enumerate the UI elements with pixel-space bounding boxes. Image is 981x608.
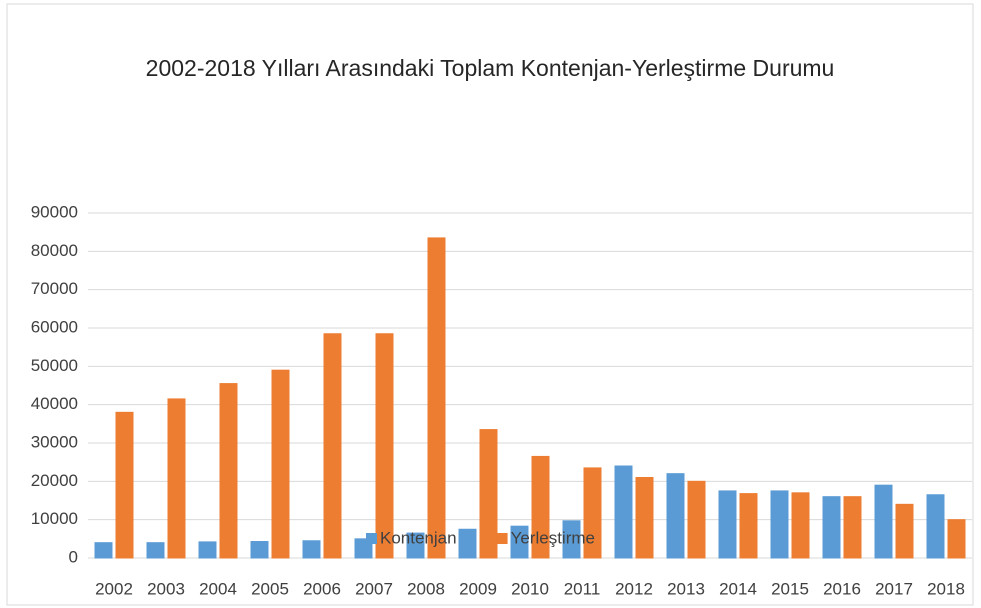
bar (531, 455, 550, 559)
x-tick-label: 2016 (823, 579, 861, 598)
bar (375, 333, 394, 559)
legend-label: Yerleştirme (511, 528, 595, 547)
x-tick-label: 2005 (251, 579, 289, 598)
x-tick-label: 2014 (719, 579, 757, 598)
y-tick-label: 90000 (31, 202, 78, 221)
legend-swatch (496, 533, 508, 544)
bar (635, 477, 654, 559)
x-tick-label: 2002 (95, 579, 133, 598)
y-tick-label: 10000 (31, 509, 78, 528)
x-tick-label: 2009 (459, 579, 497, 598)
y-tick-label: 0 (69, 547, 78, 566)
x-tick-label: 2011 (564, 579, 601, 598)
y-tick-label: 50000 (31, 356, 78, 375)
x-tick-label: 2017 (875, 579, 913, 598)
bar (739, 493, 758, 559)
bar (926, 494, 945, 559)
bar (791, 492, 810, 559)
bar (947, 519, 966, 559)
legend-swatch (366, 533, 377, 544)
bar (583, 467, 602, 559)
bar (302, 540, 321, 559)
x-tick-label: 2018 (927, 579, 965, 598)
x-tick-label: 2003 (147, 579, 185, 598)
x-tick-label: 2006 (303, 579, 341, 598)
x-tick-label: 2007 (355, 579, 393, 598)
bar (219, 383, 238, 559)
y-tick-label: 70000 (31, 279, 78, 298)
bar (250, 541, 269, 559)
bar (271, 369, 290, 559)
bar (666, 473, 685, 559)
x-tick-label: 2010 (511, 579, 549, 598)
x-tick-label: 2008 (407, 579, 445, 598)
bar (479, 429, 498, 559)
bar (198, 541, 217, 559)
bar (562, 520, 581, 559)
bar (614, 465, 633, 559)
bar (687, 480, 706, 559)
bar (843, 496, 862, 559)
chart-title: 2002-2018 Yılları Arasındaki Toplam Kont… (146, 55, 835, 81)
x-tick-label: 2013 (667, 579, 705, 598)
bar (822, 496, 841, 559)
x-tick-label: 2004 (199, 579, 237, 598)
bar (427, 237, 446, 559)
y-tick-label: 30000 (31, 432, 78, 451)
bar (874, 484, 893, 559)
bar (770, 490, 789, 559)
bar (406, 532, 425, 559)
bar (323, 333, 342, 559)
y-tick-label: 80000 (31, 241, 78, 260)
bar (94, 542, 113, 559)
bar (458, 528, 477, 559)
y-tick-label: 20000 (31, 471, 78, 490)
bar (115, 411, 134, 559)
x-tick-label: 2015 (771, 579, 809, 598)
bar (718, 490, 737, 559)
bar (167, 398, 186, 559)
x-tick-label: 2012 (615, 579, 653, 598)
y-tick-label: 40000 (31, 394, 78, 413)
bar (510, 525, 529, 559)
bar (146, 542, 165, 559)
legend-label: Kontenjan (380, 528, 457, 547)
bar (895, 503, 914, 559)
y-tick-label: 60000 (31, 317, 78, 336)
